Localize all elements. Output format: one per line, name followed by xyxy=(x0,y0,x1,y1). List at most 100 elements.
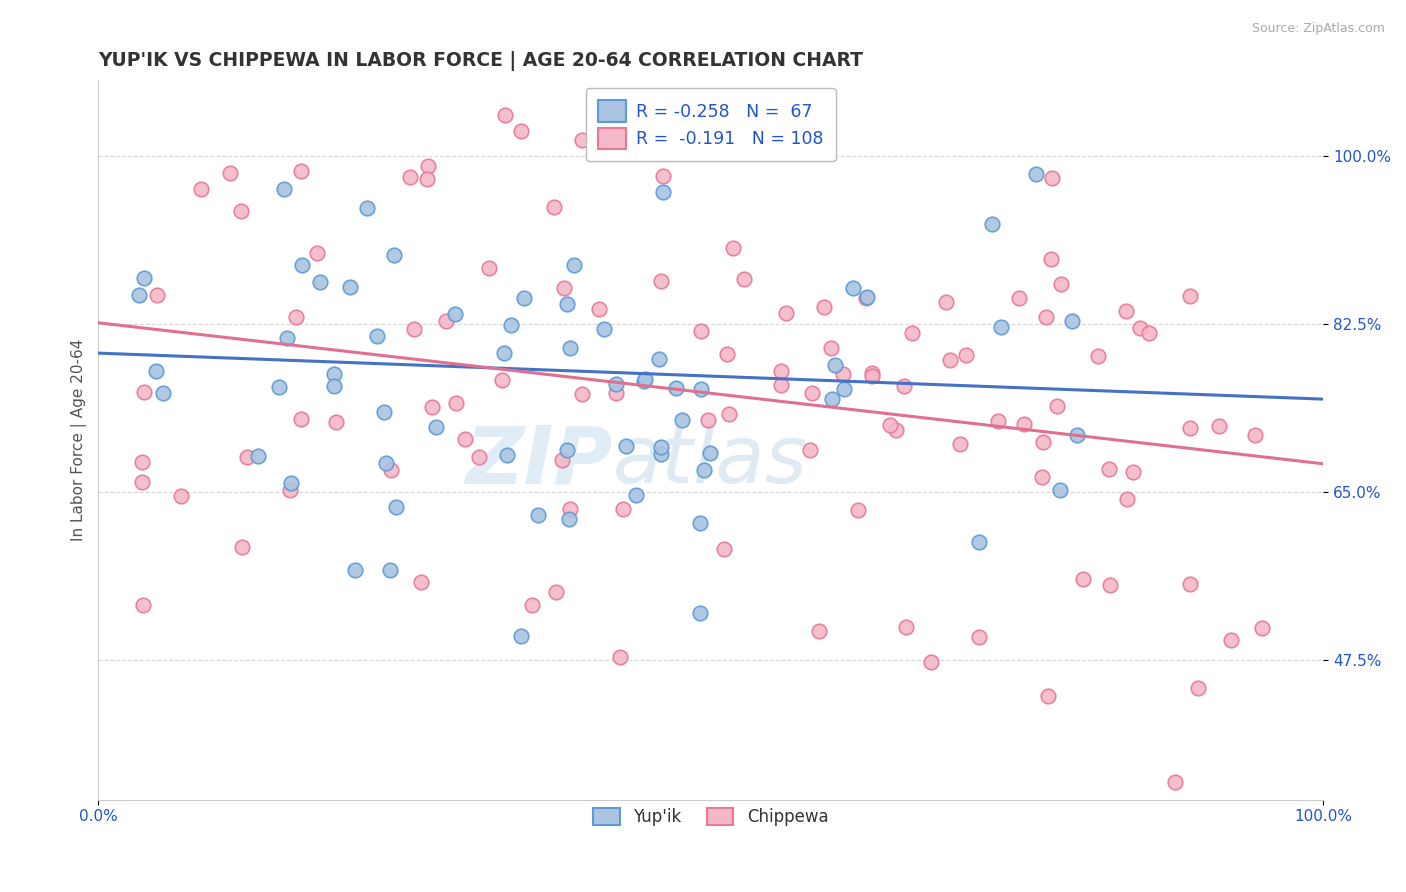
Point xyxy=(842,280,865,294)
Point xyxy=(860,367,883,381)
Point xyxy=(131,475,153,489)
Point xyxy=(1098,461,1121,475)
Point xyxy=(219,166,242,180)
Point xyxy=(382,248,405,262)
Y-axis label: In Labor Force | Age 20-64: In Labor Force | Age 20-64 xyxy=(72,338,87,541)
Point xyxy=(718,407,741,421)
Point xyxy=(246,449,269,463)
Point xyxy=(949,437,972,451)
Point xyxy=(546,585,568,599)
Point xyxy=(769,377,792,392)
Point xyxy=(702,138,724,153)
Text: YUP'IK VS CHIPPEWA IN LABOR FORCE | AGE 20-64 CORRELATION CHART: YUP'IK VS CHIPPEWA IN LABOR FORCE | AGE … xyxy=(98,51,863,70)
Point xyxy=(236,450,259,465)
Point xyxy=(307,246,329,260)
Point xyxy=(467,450,489,464)
Point xyxy=(1050,277,1073,292)
Point xyxy=(494,108,516,122)
Point xyxy=(290,411,312,425)
Point xyxy=(190,182,212,196)
Point xyxy=(385,500,408,515)
Point xyxy=(373,405,395,419)
Point xyxy=(425,420,447,434)
Point xyxy=(411,575,433,590)
Point xyxy=(380,463,402,477)
Point xyxy=(553,281,575,295)
Point xyxy=(491,374,513,388)
Point xyxy=(496,448,519,462)
Point xyxy=(290,164,312,178)
Point xyxy=(1178,421,1201,435)
Point xyxy=(278,483,301,498)
Point xyxy=(664,381,686,395)
Point xyxy=(990,320,1012,334)
Point xyxy=(509,124,531,138)
Point xyxy=(494,346,516,360)
Point xyxy=(1032,434,1054,449)
Point xyxy=(697,413,720,427)
Point xyxy=(987,414,1010,428)
Point xyxy=(444,396,467,410)
Point xyxy=(309,275,332,289)
Point xyxy=(1250,621,1272,635)
Point xyxy=(152,386,174,401)
Point xyxy=(132,598,155,612)
Point xyxy=(824,358,846,372)
Point xyxy=(799,443,821,458)
Point xyxy=(820,392,842,406)
Point xyxy=(1049,483,1071,497)
Point xyxy=(650,274,672,288)
Point xyxy=(344,563,367,577)
Point xyxy=(145,364,167,378)
Point xyxy=(1012,417,1035,431)
Point xyxy=(434,314,457,328)
Point xyxy=(650,447,672,461)
Point xyxy=(893,379,915,393)
Text: ZIP: ZIP xyxy=(465,422,613,500)
Point xyxy=(689,607,711,621)
Point xyxy=(967,534,990,549)
Text: Source: ZipAtlas.com: Source: ZipAtlas.com xyxy=(1251,22,1385,36)
Point xyxy=(1208,418,1230,433)
Point xyxy=(1219,632,1241,647)
Point xyxy=(323,379,346,393)
Point xyxy=(820,341,842,355)
Point xyxy=(513,291,536,305)
Point xyxy=(699,445,721,459)
Point xyxy=(855,291,877,305)
Point xyxy=(323,367,346,381)
Point xyxy=(713,542,735,557)
Point xyxy=(1060,313,1083,327)
Point xyxy=(775,306,797,320)
Point xyxy=(1036,689,1059,703)
Point xyxy=(454,432,477,446)
Point xyxy=(609,650,631,665)
Point xyxy=(652,169,675,183)
Point xyxy=(443,307,465,321)
Point xyxy=(551,452,574,467)
Point xyxy=(633,374,655,388)
Point xyxy=(344,15,367,29)
Point xyxy=(522,599,544,613)
Point xyxy=(404,321,426,335)
Point xyxy=(955,349,977,363)
Point xyxy=(1098,578,1121,592)
Point xyxy=(1066,428,1088,442)
Point xyxy=(399,170,422,185)
Point xyxy=(1115,303,1137,318)
Point xyxy=(733,272,755,286)
Point xyxy=(291,258,314,272)
Point xyxy=(420,401,443,415)
Point xyxy=(1087,349,1109,363)
Point xyxy=(1115,491,1137,506)
Point xyxy=(770,364,793,378)
Point xyxy=(356,201,378,215)
Point xyxy=(690,382,713,396)
Point xyxy=(366,329,388,343)
Point xyxy=(273,182,295,196)
Point xyxy=(1129,320,1152,334)
Point xyxy=(343,53,366,67)
Point xyxy=(571,387,593,401)
Point xyxy=(416,159,439,173)
Point xyxy=(690,324,713,338)
